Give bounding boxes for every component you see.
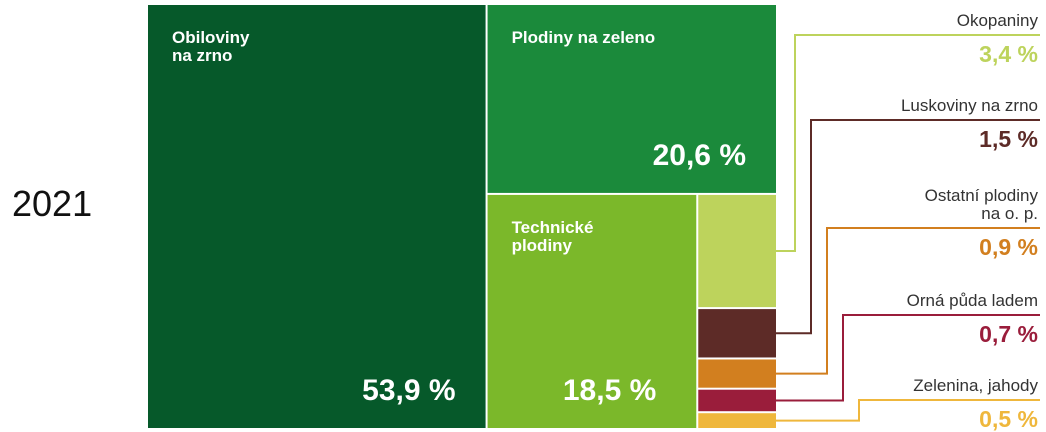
side-label: Zelenina, jahody (913, 376, 1038, 396)
value-label: 0,9 % (979, 234, 1038, 260)
leader-line (776, 119, 1040, 335)
leader-line (776, 34, 1040, 253)
treemap-cell (698, 359, 776, 388)
leader-line (776, 227, 1040, 375)
leader-line (776, 314, 1040, 402)
value-label: 1,5 % (979, 126, 1038, 152)
treemap-cell (148, 5, 486, 428)
leader-line (776, 399, 1040, 422)
cell-label: Technické plodiny (511, 217, 594, 255)
treemap-cell (487, 5, 776, 193)
side-label: Orná půda ladem (906, 291, 1038, 311)
treemap-cell (698, 413, 776, 428)
treemap-cell (698, 309, 776, 358)
treemap-cell (698, 194, 776, 308)
cell-label: Obiloviny na zrno (172, 28, 250, 65)
value-label: 3,4 % (979, 41, 1038, 67)
treemap-cell (487, 194, 697, 428)
value-label: 0,5 % (979, 406, 1038, 432)
chart-title: 2021 (12, 183, 93, 224)
value-label: 53,9 % (362, 374, 456, 407)
side-label: Luskoviny na zrno (900, 96, 1038, 116)
side-label: Ostatní plodiny na o. p. (924, 186, 1038, 224)
cell-label: Plodiny na zeleno (511, 28, 656, 47)
treemap-cell (698, 389, 776, 412)
value-label: 18,5 % (562, 374, 657, 407)
value-label: 20,6 % (652, 138, 746, 172)
side-label: Okopaniny (956, 11, 1038, 31)
value-label: 0,7 % (979, 321, 1038, 347)
